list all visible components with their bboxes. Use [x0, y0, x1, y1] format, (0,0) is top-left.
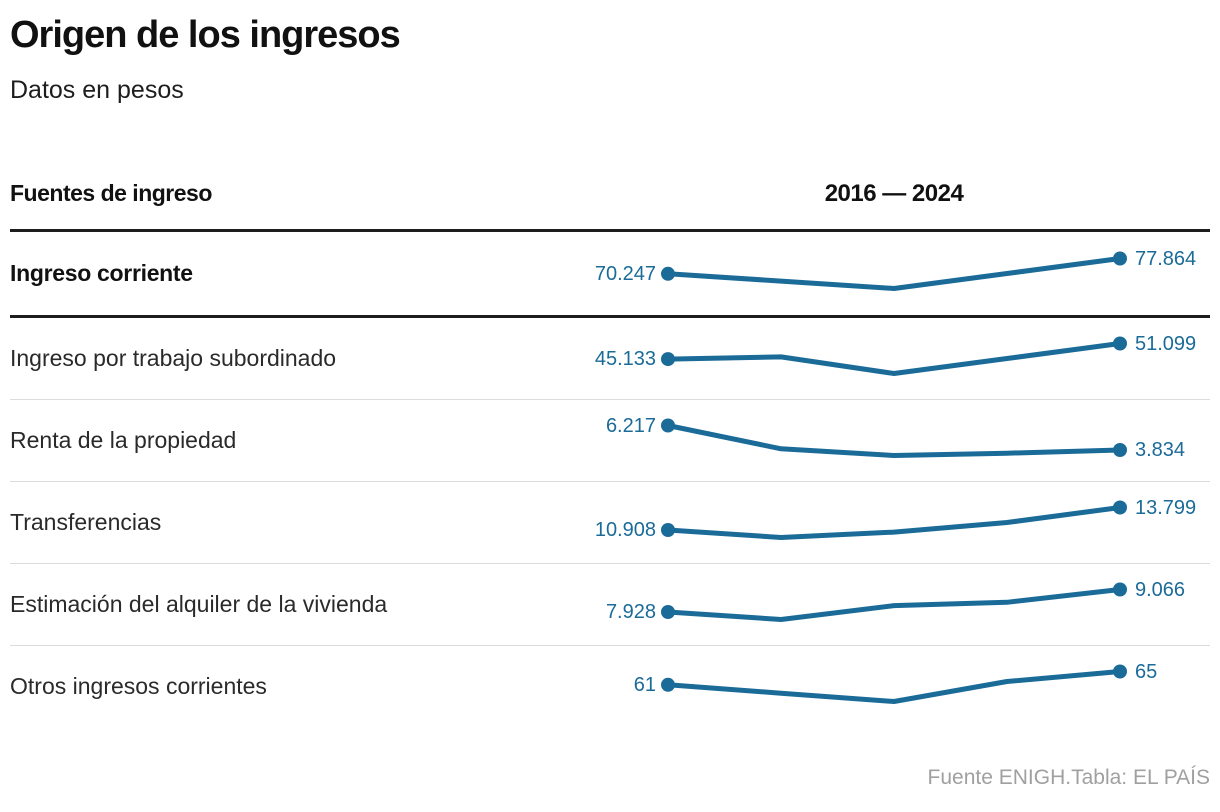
end-value-label: 77.864 [1135, 247, 1197, 270]
source-credit: Fuente ENIGH.Tabla: EL PAÍS [927, 766, 1210, 789]
sparkline-cell: 10.908 13.799 [560, 482, 1210, 563]
data-point-start [661, 266, 675, 281]
start-value-label: 61 [633, 673, 656, 696]
row-label: Transferencias [10, 509, 162, 535]
data-point-start [661, 523, 675, 537]
row-label: Estimación del alquiler de la vivienda [10, 591, 388, 617]
row-label: Renta de la propiedad [10, 427, 237, 453]
data-point-end [1113, 500, 1127, 515]
row-label: Ingreso por trabajo subordinado [10, 345, 337, 371]
page-title: Origen de los ingresos [10, 14, 401, 56]
sparkline [661, 418, 1127, 458]
data-point-end [1113, 582, 1127, 597]
data-point-end [1113, 664, 1127, 679]
end-value-label: 51.099 [1135, 332, 1197, 355]
trend-line [665, 423, 1123, 458]
column-header-year-range: 2016 — 2024 [824, 180, 964, 207]
table-row: Transferencias 10.908 13.799 [10, 482, 1210, 564]
end-value-label: 3.834 [1135, 439, 1186, 461]
sparkline [661, 336, 1127, 376]
table-row: Ingreso por trabajo subordinado 45.133 51.… [10, 318, 1210, 400]
sparkline [661, 582, 1127, 622]
row-label: Otros ingresos corrientes [10, 673, 267, 699]
page-subtitle: Datos en pesos [10, 76, 184, 104]
sparkline-cell: 45.133 51.099 [560, 318, 1210, 399]
sparkline-cell: 7.928 9.066 [560, 564, 1210, 645]
table-row: Ingreso corriente 70.247 77.864 [10, 229, 1210, 318]
table-row: Renta de la propiedad 6.217 3.834 [10, 400, 1210, 482]
sparkline [661, 664, 1127, 704]
data-point-start [661, 418, 675, 433]
end-value-label: 13.799 [1135, 496, 1197, 519]
sparkline-cell: 6.217 3.834 [560, 400, 1210, 481]
start-value-label: 7.928 [605, 601, 656, 624]
end-value-label: 65 [1135, 660, 1158, 683]
start-value-label: 70.247 [594, 262, 656, 285]
sparkline-cell: 70.247 77.864 [560, 232, 1210, 315]
start-value-label: 6.217 [605, 414, 656, 437]
trend-line [665, 587, 1123, 622]
data-point-end [1113, 443, 1127, 457]
row-label: Ingreso corriente [10, 260, 193, 286]
sparkline [661, 500, 1127, 540]
end-value-label: 9.066 [1135, 578, 1186, 601]
column-header-sources: Fuentes de ingreso [10, 180, 212, 206]
table-header-row: Fuentes de ingreso 2016 — 2024 [10, 180, 1210, 212]
data-point-start [661, 352, 675, 367]
sparkline-table: Ingreso corriente 70.247 77.864 Ingreso por… [10, 229, 1210, 727]
data-point-start [661, 605, 675, 619]
trend-line [665, 341, 1123, 376]
table-row: Otros ingresos corrientes 61 65 [10, 646, 1210, 727]
sparkline [661, 251, 1127, 291]
data-point-end [1113, 251, 1127, 266]
trend-line [665, 505, 1123, 540]
data-point-end [1113, 336, 1127, 351]
start-value-label: 45.133 [594, 348, 656, 371]
data-point-start [661, 677, 675, 692]
trend-line [665, 669, 1123, 704]
trend-line [665, 256, 1123, 291]
start-value-label: 10.908 [594, 518, 656, 541]
table-row: Estimación del alquiler de la vivienda 7.… [10, 564, 1210, 646]
sparkline-cell: 61 65 [560, 646, 1210, 727]
